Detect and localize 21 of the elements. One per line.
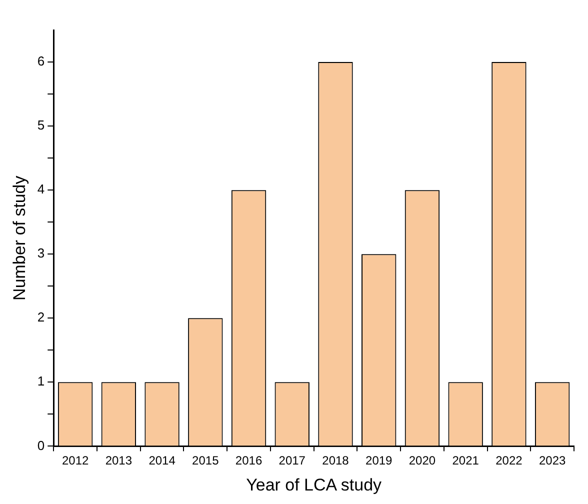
- y-tick-label: 0: [37, 438, 45, 453]
- y-tick-label: 4: [37, 182, 45, 197]
- x-tick-label: 2018: [322, 454, 350, 468]
- y-tick-label: 6: [37, 54, 45, 69]
- x-tick-label: 2023: [538, 454, 566, 468]
- y-tick-label: 5: [37, 118, 45, 133]
- x-tick-label: 2022: [496, 454, 523, 468]
- y-tick-label: 3: [37, 246, 45, 261]
- x-tick-label: 2015: [192, 454, 220, 468]
- x-tick-label: 2020: [408, 454, 436, 468]
- x-tick-label: 2013: [105, 454, 132, 468]
- x-axis-title: Year of LCA study: [246, 475, 382, 494]
- x-tick-label: 2021: [452, 454, 480, 468]
- x-tick-label: 2017: [278, 454, 306, 468]
- y-tick-label: 1: [37, 374, 45, 389]
- y-axis-title: Number of study: [10, 175, 29, 300]
- y-tick-label: 2: [37, 310, 45, 325]
- x-tick-label: 2012: [62, 454, 89, 468]
- x-tick-label: 2019: [366, 454, 393, 468]
- x-tick-label: 2016: [235, 454, 262, 468]
- x-tick-label: 2014: [148, 454, 176, 468]
